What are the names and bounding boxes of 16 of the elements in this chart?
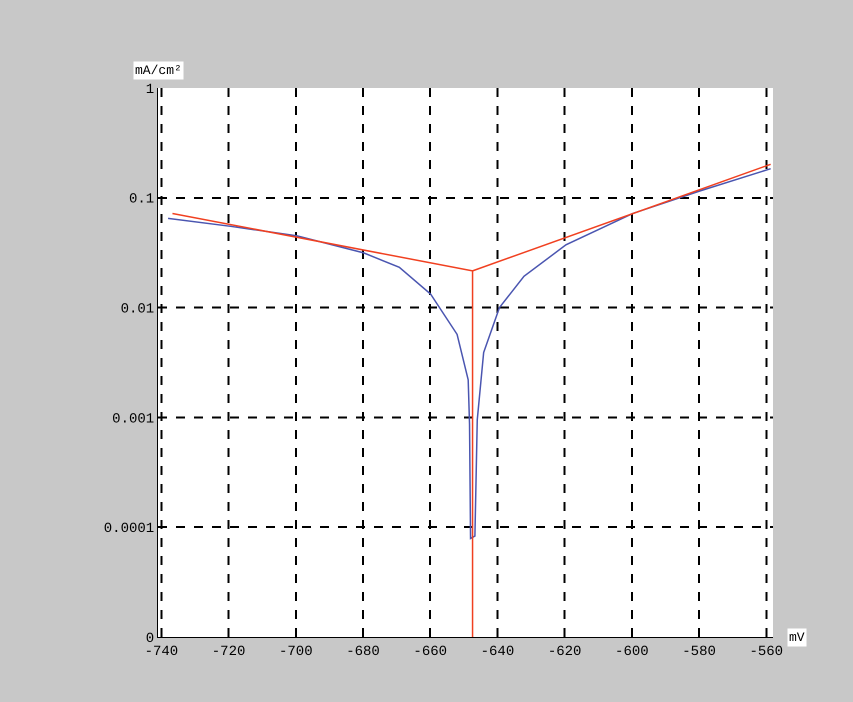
y-tick-label: 1 (146, 82, 154, 98)
x-tick-label: -560 (749, 644, 784, 660)
y-axis-title: mA/cm² (135, 63, 182, 78)
x-tick-label: -600 (615, 644, 649, 660)
x-tick-label: -700 (278, 644, 313, 660)
y-tick-label: 0.1 (128, 192, 154, 208)
x-tick-label: -680 (346, 644, 380, 660)
x-tick-label: -620 (548, 644, 582, 660)
y-tick-label: 0.0001 (104, 521, 154, 538)
y-tick-label: 0.001 (112, 411, 154, 428)
x-axis-title: mV (789, 630, 805, 645)
x-tick-label: -580 (682, 644, 716, 660)
x-tick-label: -660 (413, 644, 448, 660)
y-tick-label: 0.01 (120, 302, 154, 318)
x-tick-label: -640 (480, 644, 514, 660)
x-tick-label: -720 (212, 644, 246, 660)
